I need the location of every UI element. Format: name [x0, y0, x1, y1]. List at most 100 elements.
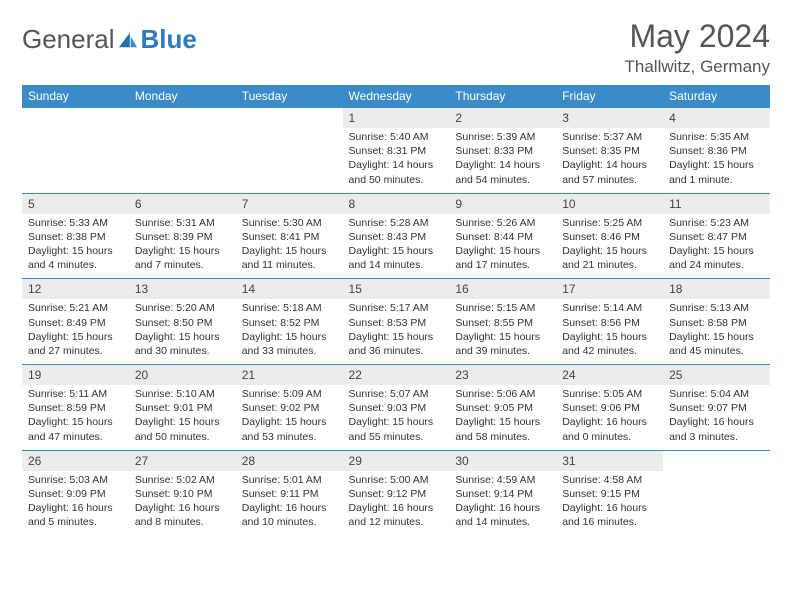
daylight-text: Daylight: 15 hours and 24 minutes.	[669, 244, 764, 272]
day-detail-cell: Sunrise: 5:02 AMSunset: 9:10 PMDaylight:…	[129, 471, 236, 536]
day-detail-cell: Sunrise: 5:26 AMSunset: 8:44 PMDaylight:…	[449, 214, 556, 279]
daylight-text: Daylight: 15 hours and 1 minute.	[669, 158, 764, 186]
daylight-text: Daylight: 16 hours and 5 minutes.	[28, 501, 123, 529]
day-number-cell	[236, 108, 343, 129]
daylight-text: Daylight: 16 hours and 3 minutes.	[669, 415, 764, 443]
day-number-cell: 20	[129, 365, 236, 386]
day-number-cell: 9	[449, 193, 556, 214]
day-detail-cell: Sunrise: 5:14 AMSunset: 8:56 PMDaylight:…	[556, 299, 663, 364]
day-detail-cell: Sunrise: 5:30 AMSunset: 8:41 PMDaylight:…	[236, 214, 343, 279]
daylight-text: Daylight: 15 hours and 11 minutes.	[242, 244, 337, 272]
day-detail-cell: Sunrise: 5:03 AMSunset: 9:09 PMDaylight:…	[22, 471, 129, 536]
sunset-text: Sunset: 8:36 PM	[669, 144, 764, 158]
daylight-text: Daylight: 15 hours and 55 minutes.	[349, 415, 444, 443]
day-number-cell: 27	[129, 450, 236, 471]
detail-row: Sunrise: 5:21 AMSunset: 8:49 PMDaylight:…	[22, 299, 770, 364]
day-number-cell: 16	[449, 279, 556, 300]
sunset-text: Sunset: 9:07 PM	[669, 401, 764, 415]
sunrise-text: Sunrise: 5:35 AM	[669, 130, 764, 144]
sail-icon	[117, 31, 139, 49]
sunset-text: Sunset: 8:43 PM	[349, 230, 444, 244]
sunset-text: Sunset: 9:06 PM	[562, 401, 657, 415]
daylight-text: Daylight: 15 hours and 47 minutes.	[28, 415, 123, 443]
weekday-header: Thursday	[449, 85, 556, 108]
sunrise-text: Sunrise: 5:37 AM	[562, 130, 657, 144]
sunrise-text: Sunrise: 5:18 AM	[242, 301, 337, 315]
day-detail-cell: Sunrise: 5:07 AMSunset: 9:03 PMDaylight:…	[343, 385, 450, 450]
sunrise-text: Sunrise: 5:00 AM	[349, 473, 444, 487]
day-number-cell: 26	[22, 450, 129, 471]
sunset-text: Sunset: 8:46 PM	[562, 230, 657, 244]
sunrise-text: Sunrise: 5:03 AM	[28, 473, 123, 487]
day-number-cell: 5	[22, 193, 129, 214]
detail-row: Sunrise: 5:33 AMSunset: 8:38 PMDaylight:…	[22, 214, 770, 279]
day-detail-cell: Sunrise: 5:11 AMSunset: 8:59 PMDaylight:…	[22, 385, 129, 450]
weekday-header-row: Sunday Monday Tuesday Wednesday Thursday…	[22, 85, 770, 108]
brand-part1: General	[22, 24, 115, 55]
day-detail-cell: Sunrise: 5:01 AMSunset: 9:11 PMDaylight:…	[236, 471, 343, 536]
sunrise-text: Sunrise: 5:15 AM	[455, 301, 550, 315]
sunrise-text: Sunrise: 5:01 AM	[242, 473, 337, 487]
daylight-text: Daylight: 16 hours and 16 minutes.	[562, 501, 657, 529]
day-detail-cell: Sunrise: 5:37 AMSunset: 8:35 PMDaylight:…	[556, 128, 663, 193]
daylight-text: Daylight: 16 hours and 14 minutes.	[455, 501, 550, 529]
sunset-text: Sunset: 9:01 PM	[135, 401, 230, 415]
sunrise-text: Sunrise: 5:20 AM	[135, 301, 230, 315]
calendar-table: Sunday Monday Tuesday Wednesday Thursday…	[22, 85, 770, 535]
daylight-text: Daylight: 15 hours and 45 minutes.	[669, 330, 764, 358]
sunset-text: Sunset: 8:38 PM	[28, 230, 123, 244]
detail-row: Sunrise: 5:03 AMSunset: 9:09 PMDaylight:…	[22, 471, 770, 536]
sunset-text: Sunset: 8:59 PM	[28, 401, 123, 415]
calendar-body: 1234Sunrise: 5:40 AMSunset: 8:31 PMDayli…	[22, 108, 770, 536]
sunrise-text: Sunrise: 5:04 AM	[669, 387, 764, 401]
daylight-text: Daylight: 16 hours and 12 minutes.	[349, 501, 444, 529]
daynum-row: 262728293031	[22, 450, 770, 471]
sunrise-text: Sunrise: 4:58 AM	[562, 473, 657, 487]
daylight-text: Daylight: 14 hours and 50 minutes.	[349, 158, 444, 186]
sunrise-text: Sunrise: 5:25 AM	[562, 216, 657, 230]
weekday-header: Saturday	[663, 85, 770, 108]
day-detail-cell: Sunrise: 5:33 AMSunset: 8:38 PMDaylight:…	[22, 214, 129, 279]
sunrise-text: Sunrise: 5:13 AM	[669, 301, 764, 315]
day-detail-cell: Sunrise: 5:13 AMSunset: 8:58 PMDaylight:…	[663, 299, 770, 364]
daylight-text: Daylight: 15 hours and 21 minutes.	[562, 244, 657, 272]
weekday-header: Tuesday	[236, 85, 343, 108]
day-number-cell: 25	[663, 365, 770, 386]
sunset-text: Sunset: 9:02 PM	[242, 401, 337, 415]
sunrise-text: Sunrise: 5:05 AM	[562, 387, 657, 401]
sunrise-text: Sunrise: 4:59 AM	[455, 473, 550, 487]
day-detail-cell: Sunrise: 5:28 AMSunset: 8:43 PMDaylight:…	[343, 214, 450, 279]
location: Thallwitz, Germany	[625, 57, 770, 77]
day-number-cell: 15	[343, 279, 450, 300]
daylight-text: Daylight: 14 hours and 54 minutes.	[455, 158, 550, 186]
sunset-text: Sunset: 9:09 PM	[28, 487, 123, 501]
sunset-text: Sunset: 8:53 PM	[349, 316, 444, 330]
day-number-cell: 28	[236, 450, 343, 471]
daylight-text: Daylight: 15 hours and 39 minutes.	[455, 330, 550, 358]
day-number-cell: 21	[236, 365, 343, 386]
daynum-row: 19202122232425	[22, 365, 770, 386]
day-number-cell: 19	[22, 365, 129, 386]
daylight-text: Daylight: 15 hours and 4 minutes.	[28, 244, 123, 272]
sunset-text: Sunset: 8:44 PM	[455, 230, 550, 244]
sunrise-text: Sunrise: 5:14 AM	[562, 301, 657, 315]
sunset-text: Sunset: 8:56 PM	[562, 316, 657, 330]
sunrise-text: Sunrise: 5:21 AM	[28, 301, 123, 315]
day-number-cell: 4	[663, 108, 770, 129]
sunrise-text: Sunrise: 5:02 AM	[135, 473, 230, 487]
day-detail-cell	[663, 471, 770, 536]
day-number-cell: 13	[129, 279, 236, 300]
sunset-text: Sunset: 9:03 PM	[349, 401, 444, 415]
sunset-text: Sunset: 9:05 PM	[455, 401, 550, 415]
day-number-cell: 18	[663, 279, 770, 300]
day-detail-cell	[129, 128, 236, 193]
sunrise-text: Sunrise: 5:06 AM	[455, 387, 550, 401]
weekday-header: Monday	[129, 85, 236, 108]
day-number-cell: 7	[236, 193, 343, 214]
daylight-text: Daylight: 15 hours and 30 minutes.	[135, 330, 230, 358]
day-detail-cell	[22, 128, 129, 193]
sunrise-text: Sunrise: 5:23 AM	[669, 216, 764, 230]
day-number-cell: 6	[129, 193, 236, 214]
sunset-text: Sunset: 9:14 PM	[455, 487, 550, 501]
sunrise-text: Sunrise: 5:11 AM	[28, 387, 123, 401]
